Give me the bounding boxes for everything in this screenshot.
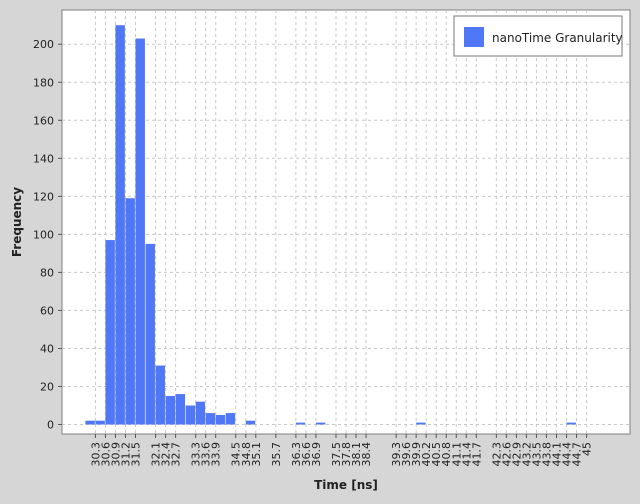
legend-label: nanoTime Granularity	[492, 31, 623, 45]
x-tick-label: 42.3	[490, 442, 503, 467]
histogram-bar	[295, 422, 306, 425]
histogram-bar	[566, 422, 576, 425]
bars	[85, 25, 576, 425]
x-axis-label: Time [ns]	[314, 478, 378, 492]
x-tick-label: 43.8	[540, 442, 553, 467]
histogram-bar	[185, 405, 196, 425]
histogram-bar	[215, 414, 226, 425]
y-tick-label: 100	[33, 228, 54, 241]
x-tick-label: 39.9	[410, 442, 423, 467]
y-tick-label: 20	[40, 380, 54, 393]
legend-swatch	[464, 27, 484, 47]
x-tick-label: 37.8	[340, 442, 353, 467]
x-tick-label: 41.4	[460, 442, 473, 467]
x-tick-label: 34.5	[230, 442, 243, 467]
x-tick-label: 36.3	[290, 442, 303, 467]
x-tick-label: 38.4	[360, 442, 373, 467]
x-tick-label: 44.7	[571, 442, 584, 467]
x-tick-label: 30.6	[99, 442, 112, 467]
histogram-bar	[155, 365, 165, 425]
x-tick-label: 34.8	[240, 442, 253, 467]
y-tick-label: 0	[47, 418, 54, 431]
x-tick-label: 40.8	[440, 442, 453, 467]
x-tick-label: 45	[581, 442, 594, 456]
legend: nanoTime Granularity	[453, 15, 623, 57]
y-tick-label: 200	[33, 38, 54, 51]
x-tick-label: 31.2	[119, 442, 132, 467]
y-tick-label: 60	[40, 304, 54, 317]
x-tick-label: 32.4	[160, 442, 173, 467]
x-tick-label: 42.6	[500, 442, 513, 467]
x-tick-label: 43.5	[530, 442, 543, 467]
histogram-bar	[95, 420, 105, 425]
y-tick-label: 120	[33, 190, 54, 203]
x-tick-label: 36.6	[300, 442, 313, 467]
y-tick-label: 140	[33, 152, 54, 165]
y-tick-label: 180	[33, 76, 54, 89]
x-tick-label: 41.1	[450, 442, 463, 467]
legend-box	[453, 15, 623, 57]
x-tick-label: 39.6	[400, 442, 413, 467]
histogram-bar	[125, 198, 135, 425]
histogram-bar	[245, 420, 256, 425]
histogram-bar	[145, 243, 155, 425]
histogram-bar	[115, 25, 125, 425]
x-tick-label: 42.9	[510, 442, 523, 467]
y-axis-label: Frequency	[10, 187, 24, 257]
x-tick-label: 36.9	[310, 442, 323, 467]
histogram-bar	[165, 395, 175, 425]
grid-lines	[62, 10, 630, 434]
y-tick-label: 160	[33, 114, 54, 127]
x-tick-label: 44.1	[550, 442, 563, 467]
histogram-bar	[416, 422, 426, 425]
x-tick-label: 37.5	[330, 442, 343, 467]
x-tick-label: 41.7	[470, 442, 483, 467]
y-tick-label: 80	[40, 266, 54, 279]
x-tick-label: 33.9	[210, 442, 223, 467]
x-tick-label: 38.1	[350, 442, 363, 467]
histogram-bar	[225, 413, 236, 425]
x-tick-label: 35.7	[270, 442, 283, 467]
histogram-bar	[85, 420, 95, 425]
histogram-bar	[205, 413, 216, 425]
x-tick-label: 30.9	[109, 442, 122, 467]
axes: 02040608010012014016018020030.330.630.93…	[33, 38, 594, 466]
x-tick-label: 32.1	[150, 442, 163, 467]
x-tick-label: 32.7	[170, 442, 183, 467]
x-tick-label: 35.1	[250, 442, 263, 467]
histogram-bar	[315, 422, 326, 425]
histogram-bar	[135, 38, 145, 425]
x-tick-label: 33.3	[190, 442, 203, 467]
histogram-bar	[195, 401, 206, 425]
x-tick-label: 43.2	[520, 442, 533, 467]
x-tick-label: 33.6	[200, 442, 213, 467]
histogram-bar	[175, 394, 186, 425]
x-tick-label: 44.4	[561, 442, 574, 467]
x-tick-label: 40.5	[430, 442, 443, 467]
x-tick-label: 40.2	[420, 442, 433, 467]
x-tick-label: 31.5	[130, 442, 143, 467]
x-tick-label: 30.3	[89, 442, 102, 467]
x-tick-label: 39.3	[390, 442, 403, 467]
histogram-bar	[105, 240, 115, 425]
y-tick-label: 40	[40, 342, 54, 355]
